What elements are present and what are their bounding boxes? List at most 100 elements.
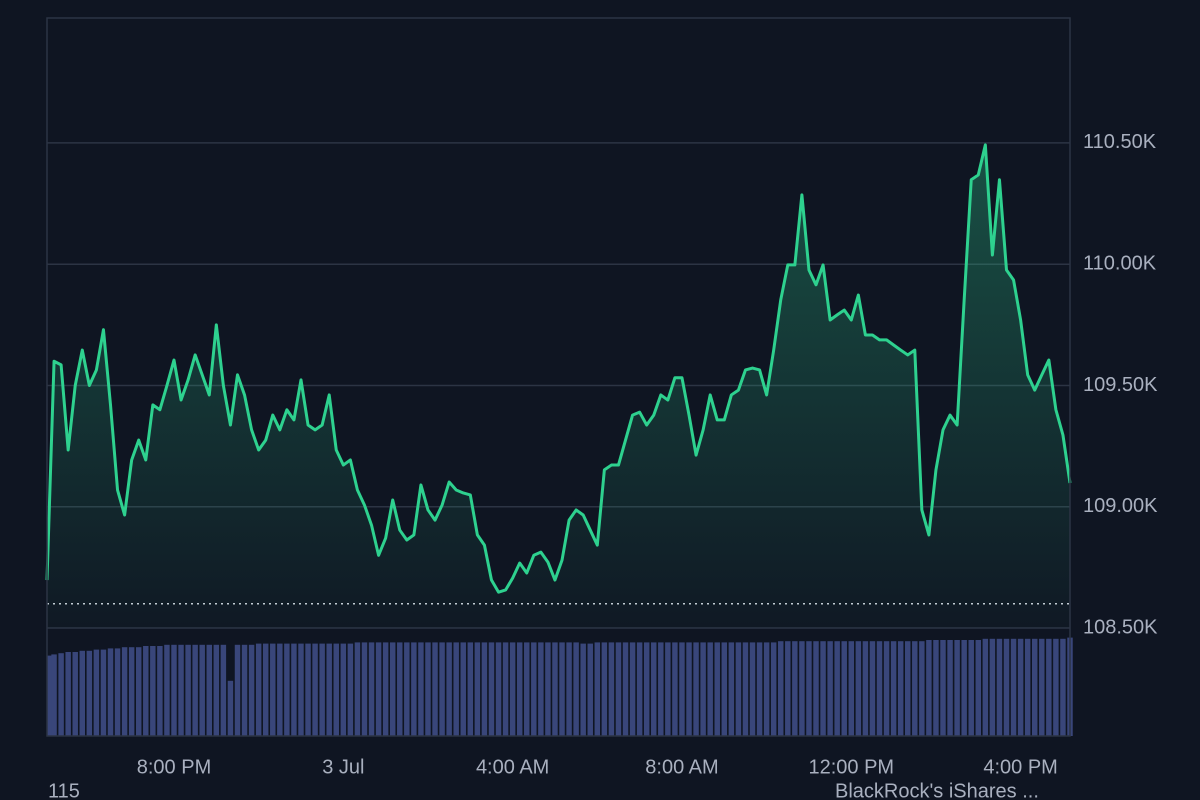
volume-bar (178, 644, 184, 736)
volume-bar (375, 642, 382, 736)
volume-bar (100, 649, 107, 736)
volume-bar (467, 642, 474, 736)
y-tick-label: 110.50K (1083, 131, 1157, 153)
volume-bar (220, 644, 227, 736)
volume-bar (164, 644, 170, 736)
volume-bar (1053, 638, 1059, 736)
volume-bar (989, 638, 996, 736)
x-tick-label: 4:00 PM (983, 756, 1057, 778)
volume-pane (47, 637, 1073, 736)
volume-bar (897, 641, 904, 736)
volume-bar (820, 641, 826, 736)
volume-bar (580, 643, 586, 736)
volume-bar (326, 643, 332, 736)
volume-bar (79, 650, 86, 736)
volume-bar (538, 642, 544, 736)
volume-bar (792, 641, 798, 736)
volume-bar (128, 647, 135, 736)
volume-bar (926, 640, 932, 736)
volume-bar (509, 642, 516, 736)
volume-bar (841, 641, 847, 736)
volume-bar (728, 642, 735, 736)
volume-bar (354, 642, 361, 736)
volume-bar (545, 642, 551, 736)
x-tick-label: 3 Jul (322, 756, 364, 778)
volume-bar (241, 644, 248, 736)
volume-bar (524, 642, 530, 736)
volume-bar (368, 642, 375, 736)
volume-bar (763, 642, 770, 736)
volume-bar (234, 644, 241, 736)
volume-bar (474, 642, 481, 736)
x-tick-label: 12:00 PM (808, 756, 894, 778)
y-tick-label: 109.50K (1083, 374, 1158, 396)
volume-bar (1024, 638, 1031, 736)
volume-bar (206, 644, 212, 736)
volume-bar (262, 643, 269, 736)
labels: 108.50K 109.00K 109.50K 110.00K 110.50K 8:00 … (137, 131, 1158, 778)
volume-bar (587, 643, 593, 736)
volume-bar (347, 643, 354, 736)
volume-bar (305, 643, 311, 736)
volume-bar (502, 642, 509, 736)
volume-bar (1017, 638, 1024, 736)
volume-bar (714, 642, 720, 736)
volume-bar (439, 642, 445, 736)
volume-bar (686, 642, 692, 736)
volume-bar (255, 643, 262, 736)
volume-bar (552, 642, 558, 736)
volume-bar (150, 646, 156, 736)
footer-right: BlackRock's iShares ... (835, 780, 1039, 800)
volume-bar (47, 655, 53, 736)
volume-bar (622, 642, 629, 736)
volume-bar (481, 642, 488, 736)
volume-bar (1003, 638, 1010, 736)
y-tick-label: 110.00K (1083, 252, 1157, 274)
volume-bar (573, 642, 579, 736)
volume-bar (890, 641, 897, 736)
volume-bar (700, 642, 706, 736)
volume-bar (785, 641, 791, 736)
volume-bar (291, 643, 297, 736)
y-tick-label: 108.50K (1083, 616, 1158, 638)
volume-bar (996, 638, 1003, 736)
volume-bar (672, 642, 678, 736)
volume-bar (806, 641, 812, 736)
volume-bar (834, 641, 840, 736)
volume-bar (862, 641, 869, 736)
volume-bar (658, 642, 664, 736)
volume-bar (1046, 638, 1052, 736)
volume-bar (778, 641, 784, 736)
volume-bar (531, 642, 537, 736)
volume-bar (735, 642, 742, 736)
volume-bar (453, 642, 459, 736)
volume-bar (912, 641, 918, 736)
volume-bar (72, 652, 78, 736)
volume-bar (566, 642, 572, 736)
volume-bar (418, 642, 424, 736)
volume-bar (756, 642, 763, 736)
volume-bar (813, 641, 819, 736)
x-tick-label: 8:00 AM (645, 756, 718, 778)
volume-bar (143, 646, 149, 736)
volume-bar (425, 642, 431, 736)
volume-bar (460, 642, 466, 736)
volume-bar (516, 642, 523, 736)
volume-bar (961, 640, 967, 736)
volume-bar (968, 640, 974, 736)
volume-bar (770, 642, 777, 736)
volume-bar (629, 642, 636, 736)
volume-bar (601, 642, 608, 736)
volume-bar (93, 649, 100, 736)
volume-bar (65, 652, 71, 736)
volume-bar (248, 644, 255, 736)
volume-bar (954, 640, 960, 736)
volume-bar (213, 644, 220, 736)
volume-bar (157, 646, 163, 736)
volume-bar (636, 642, 643, 736)
volume-bar (411, 642, 417, 736)
volume-bar (608, 642, 615, 736)
volume-bar (199, 644, 205, 736)
price-line (45, 143, 1072, 594)
